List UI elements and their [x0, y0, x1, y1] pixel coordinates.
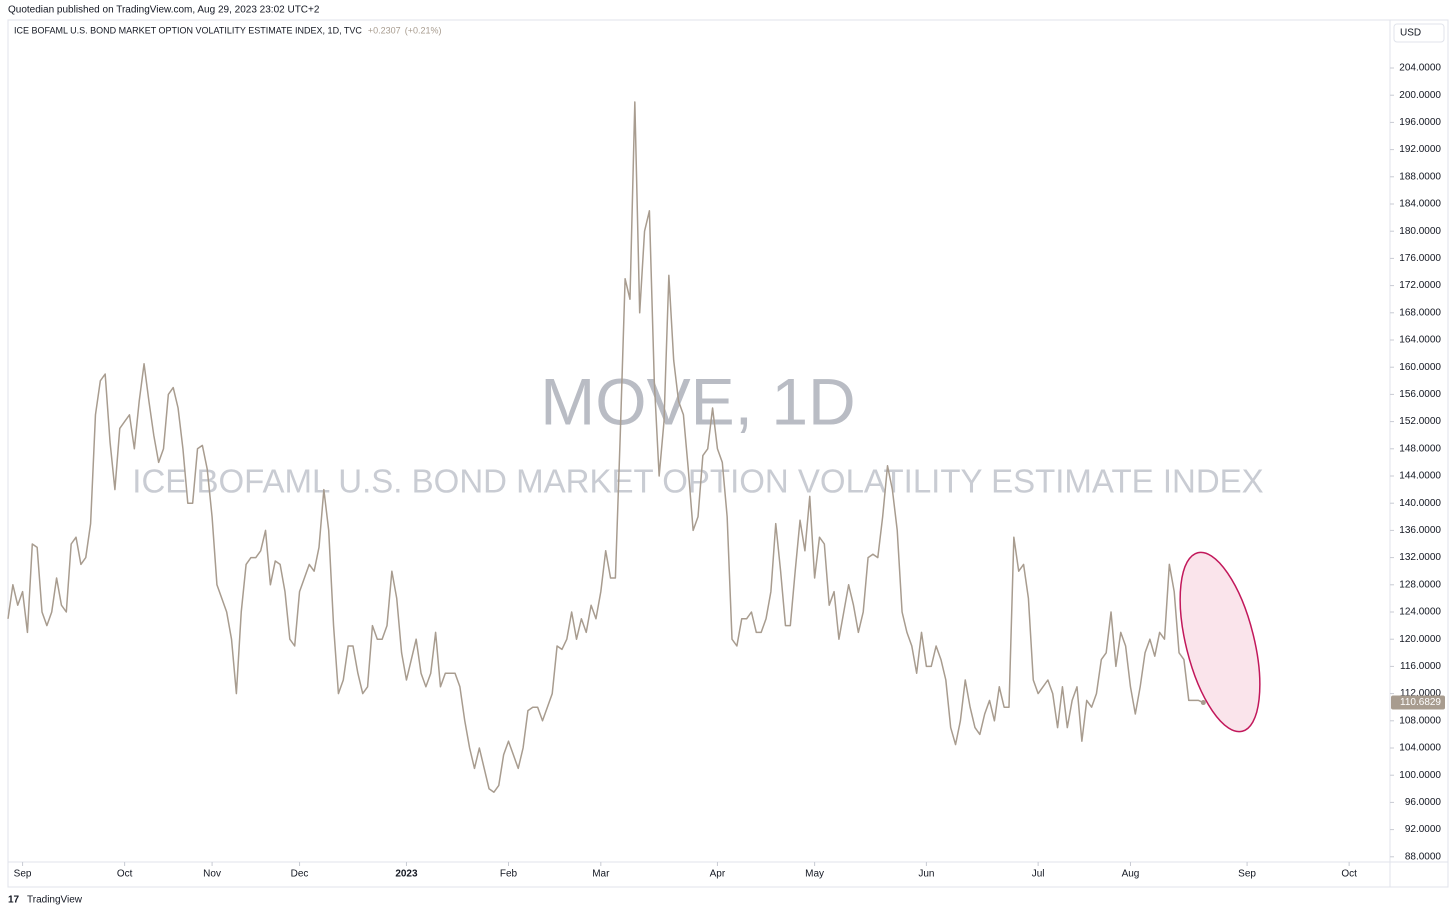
y-tick-label: 88.0000: [1405, 851, 1442, 862]
watermark-subtitle: ICE BOFAML U.S. BOND MARKET OPTION VOLAT…: [132, 463, 1263, 500]
change-pct: (+0.21%): [405, 25, 442, 35]
x-tick-label: Oct: [1341, 869, 1357, 880]
y-tick-label: 144.0000: [1399, 471, 1441, 482]
change: +0.2307: [368, 25, 401, 35]
x-tick-label: Sep: [14, 869, 32, 880]
y-tick-label: 204.0000: [1399, 63, 1441, 74]
y-tick-label: 132.0000: [1399, 552, 1441, 563]
y-tick-label: 140.0000: [1399, 498, 1441, 509]
highlight-ellipse: [1179, 551, 1261, 733]
y-tick-label: 112.0000: [1400, 688, 1441, 699]
y-tick-label: 184.0000: [1399, 199, 1441, 210]
last-price-tag: [1391, 695, 1445, 710]
y-tick-label: 192.0000: [1399, 144, 1441, 155]
y-tick-label: 196.0000: [1399, 117, 1441, 128]
y-tick-label: 188.0000: [1399, 171, 1441, 182]
x-tick-label: Aug: [1122, 869, 1140, 880]
y-tick-label: 160.0000: [1399, 362, 1441, 373]
watermark: MOVE, 1D: [540, 364, 855, 438]
y-tick-label: 120.0000: [1399, 634, 1441, 645]
x-tick-label: 2023: [395, 869, 418, 880]
x-tick-label: Oct: [117, 869, 133, 880]
y-tick-label: 136.0000: [1399, 525, 1441, 536]
y-tick-label: 128.0000: [1399, 579, 1441, 590]
x-tick-label: Jul: [1032, 869, 1045, 880]
y-tick-label: 164.0000: [1399, 335, 1441, 346]
x-tick-label: Feb: [500, 869, 518, 880]
y-tick-label: 180.0000: [1399, 226, 1441, 237]
currency[interactable]: USD: [1400, 28, 1421, 39]
x-tick-label: Sep: [1238, 869, 1256, 880]
logo: 17: [8, 895, 20, 906]
last-point: [1200, 700, 1206, 706]
x-tick-label: Nov: [203, 869, 221, 880]
y-tick-label: 100.0000: [1399, 770, 1441, 781]
x-tick-label: May: [805, 869, 824, 880]
header: Quotedian published on TradingView.com, …: [8, 5, 320, 16]
y-tick-label: 96.0000: [1405, 797, 1442, 808]
x-tick-label: Apr: [710, 869, 726, 880]
frame: [7, 19, 1449, 888]
y-tick-label: 124.0000: [1399, 607, 1441, 618]
y-tick-label: 92.0000: [1405, 824, 1442, 835]
y-tick-label: 108.0000: [1399, 715, 1441, 726]
price-line: [7, 101, 1204, 793]
y-tick-label: 148.0000: [1399, 443, 1441, 454]
x-tick-label: Mar: [592, 869, 610, 880]
y-tick-label: 176.0000: [1399, 253, 1441, 264]
legend-title: ICE BOFAML U.S. BOND MARKET OPTION VOLAT…: [14, 25, 362, 35]
y-tick-label: 168.0000: [1399, 307, 1441, 318]
y-tick-label: 152.0000: [1399, 416, 1441, 427]
x-tick-label: Dec: [291, 869, 309, 880]
y-tick-label: 104.0000: [1399, 743, 1441, 754]
last-price-label: 110.6829: [1400, 697, 1441, 708]
footer: TradingView: [27, 895, 83, 906]
y-tick-label: 172.0000: [1399, 280, 1441, 291]
y-tick-label: 116.0000: [1400, 661, 1441, 672]
currency-button[interactable]: [1393, 23, 1445, 43]
y-tick-label: 156.0000: [1399, 389, 1441, 400]
y-tick-label: 200.0000: [1399, 90, 1441, 101]
x-tick-label: Jun: [918, 869, 934, 880]
